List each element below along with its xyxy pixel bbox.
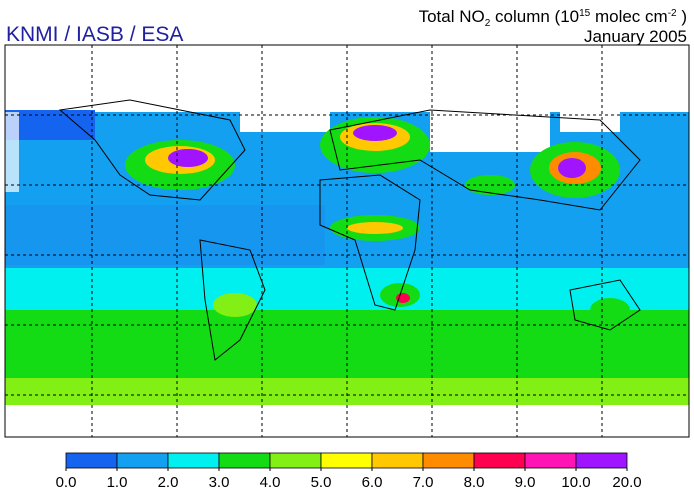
colorbar-bin [575,452,628,469]
tick-label: 0.0 [56,474,77,491]
title-part: ) [677,7,687,26]
title-part: 15 [579,8,591,19]
tick-label: 6.0 [362,474,383,491]
title-part: column (10 [490,7,579,26]
colorbar-bin [167,452,220,469]
tick-label: 10.0 [561,474,590,491]
colorbar-bin [422,452,475,469]
title: Total NO2 column (1015 molec cm-2 ) [419,7,687,29]
tick-label: 4.0 [260,474,281,491]
map [4,44,690,438]
title-part: molec cm [590,7,667,26]
tick-label: 7.0 [413,474,434,491]
colorbar-bin [371,452,424,469]
colorbar-bin [320,452,373,469]
colorbar-bin [65,452,118,469]
title-part: 2 [485,18,491,29]
colorbar-bin [269,452,322,469]
tick-label: 5.0 [311,474,332,491]
colorbar-bin [116,452,169,469]
tick-label: 9.0 [515,474,536,491]
tick-label: 1.0 [107,474,128,491]
colorbar-bin [218,452,271,469]
date: January 2005 [584,27,687,46]
tick-label: 3.0 [209,474,230,491]
tick-label: 8.0 [464,474,485,491]
colorbar: 0.0 1.0 2.0 3.0 4.0 5.0 6.0 7.0 8.0 9.0 10.0 20.0 [56,452,642,491]
colorbar-bin [473,452,526,469]
title-part: -2 [668,8,677,19]
tick-label: 20.0 [612,474,641,491]
title-part: Total NO [419,7,485,26]
credit: KNMI / IASB / ESA [6,23,183,46]
colorbar-bin [524,452,577,469]
tick-label: 2.0 [158,474,179,491]
